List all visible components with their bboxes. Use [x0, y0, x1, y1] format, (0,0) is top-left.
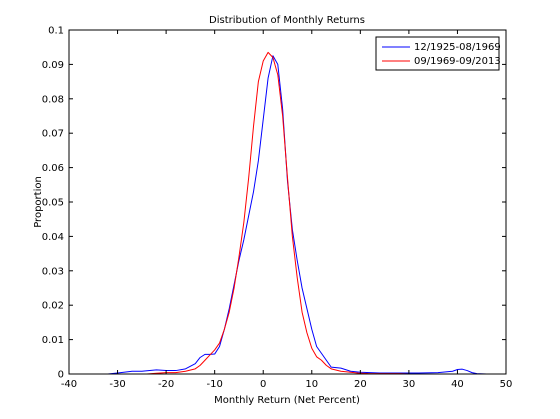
x-tick-label: -20 [158, 379, 174, 390]
series-line-1 [107, 55, 487, 375]
x-tick-label: 50 [500, 379, 513, 390]
y-tick-label: 0.09 [42, 60, 64, 71]
series-line-2 [146, 51, 419, 375]
legend: 12/1925-08/1969 09/1969-09/2013 [375, 36, 501, 71]
y-tick-label: 0.03 [42, 266, 64, 277]
y-tick-label: 0.1 [48, 26, 64, 37]
y-tick-label: 0.04 [42, 232, 64, 243]
y-tick-label: 0.01 [42, 335, 64, 346]
y-tick-label: 0.07 [42, 129, 64, 140]
legend-box [375, 36, 500, 71]
y-tick-label: 0.05 [42, 198, 64, 209]
y-ticks: 0 0.01 0.02 0.03 0.04 0.05 0.06 0.07 0.08 0.09 0.1 [42, 26, 506, 381]
x-tick-label: -40 [61, 379, 77, 390]
y-tick-label: 0 [58, 370, 64, 381]
x-tick-label: 10 [305, 379, 318, 390]
x-tick-label: 20 [354, 379, 367, 390]
y-tick-label: 0.06 [42, 163, 64, 174]
series-layer [107, 51, 487, 375]
x-tick-label: -30 [109, 379, 125, 390]
y-axis-label: Proportion [33, 176, 44, 228]
x-tick-label: -10 [206, 379, 222, 390]
x-ticks: -40 -30 -20 -10 0 10 20 30 40 50 [61, 30, 513, 390]
x-tick-label: 30 [403, 379, 416, 390]
legend-label-series-1: 12/1925-08/1969 [414, 42, 501, 53]
x-tick-label: 40 [451, 379, 464, 390]
y-tick-label: 0.08 [42, 94, 64, 105]
x-axis-label: Monthly Return (Net Percent) [214, 395, 360, 406]
plot-area [68, 29, 507, 375]
legend-label-series-2: 09/1969-09/2013 [414, 56, 501, 67]
chart-title: Distribution of Monthly Returns [209, 15, 365, 26]
x-tick-label: 0 [260, 379, 266, 390]
axes-box [69, 30, 506, 374]
y-tick-label: 0.02 [42, 301, 64, 312]
